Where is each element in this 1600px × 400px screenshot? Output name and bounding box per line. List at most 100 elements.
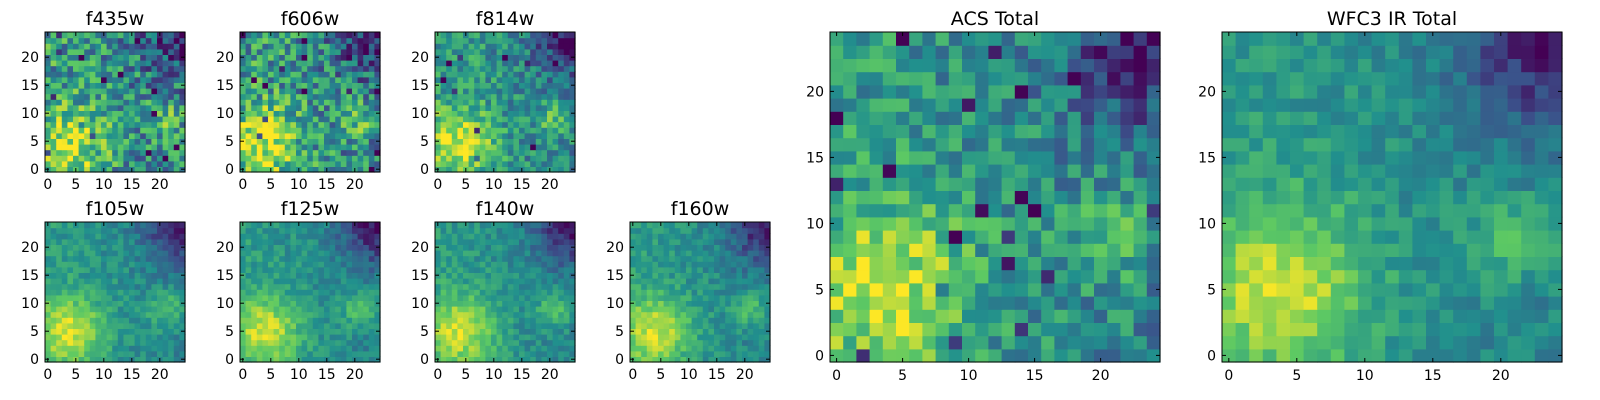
- heatmap-cell: [1120, 243, 1135, 257]
- heatmap-cell: [686, 300, 693, 307]
- heatmap-cell: [168, 82, 175, 89]
- heatmap-cell: [162, 88, 169, 95]
- heatmap-cell: [245, 345, 252, 352]
- heatmap-cell: [352, 93, 359, 100]
- heatmap-cell: [1133, 348, 1148, 363]
- heatmap-cell: [329, 289, 336, 296]
- heatmap-cell: [474, 244, 481, 251]
- heatmap-cell: [507, 311, 514, 318]
- heatmap-cell: [552, 76, 559, 83]
- heatmap-cell: [117, 222, 124, 229]
- heatmap-cell: [117, 82, 124, 89]
- heatmap-cell: [507, 233, 514, 240]
- heatmap-cell: [240, 127, 247, 134]
- heatmap-cell: [485, 244, 492, 251]
- heatmap-cell: [301, 76, 308, 83]
- heatmap-cell: [251, 328, 258, 335]
- heatmap-cell: [764, 278, 771, 285]
- heatmap-cell: [56, 138, 63, 145]
- heatmap-cell: [485, 350, 492, 357]
- heatmap-cell: [474, 233, 481, 240]
- heatmap-cell: [335, 322, 342, 329]
- heatmap-cell: [547, 328, 554, 335]
- heatmap-cell: [73, 60, 80, 67]
- heatmap-cell: [56, 99, 63, 106]
- heatmap-cell: [240, 350, 247, 357]
- heatmap-cell: [273, 255, 280, 262]
- heatmap-cell: [95, 272, 102, 279]
- heatmap-cell: [173, 334, 180, 341]
- heatmap-cell: [290, 110, 297, 117]
- heatmap-cell: [129, 104, 136, 111]
- heatmap-cell: [641, 227, 648, 234]
- heatmap-cell: [1133, 256, 1148, 271]
- heatmap-cell: [262, 261, 269, 268]
- heatmap-cell: [67, 350, 74, 357]
- heatmap-cell: [56, 88, 63, 95]
- heatmap-cell: [145, 88, 152, 95]
- heatmap-cell: [279, 255, 286, 262]
- heatmap-cell: [61, 144, 68, 151]
- heatmap-cell: [753, 255, 760, 262]
- heatmap-cell: [975, 177, 989, 191]
- heatmap-cell: [507, 48, 514, 55]
- heatmap-cell: [268, 311, 275, 318]
- heatmap-cell: [179, 132, 186, 139]
- heatmap-cell: [935, 282, 950, 297]
- heatmap-cell: [262, 82, 269, 89]
- heatmap-cell: [301, 222, 308, 229]
- heatmap-cell: [975, 322, 989, 337]
- heatmap-cell: [1001, 282, 1016, 297]
- heatmap-cell: [652, 222, 659, 229]
- heatmap-cell: [312, 144, 319, 151]
- heatmap-cell: [290, 54, 297, 61]
- heatmap-cell: [251, 222, 258, 229]
- heatmap-cell: [346, 54, 353, 61]
- heatmap-cell: [145, 116, 152, 123]
- heatmap-cell: [496, 60, 503, 67]
- heatmap-cell: [340, 317, 347, 324]
- heatmap-cell: [474, 76, 481, 83]
- heatmap-cell: [708, 289, 715, 296]
- heatmap-cell: [652, 250, 659, 257]
- heatmap-cell: [491, 76, 498, 83]
- heatmap-cell: [296, 88, 303, 95]
- heatmap-cell: [451, 250, 458, 257]
- heatmap-cell: [112, 116, 119, 123]
- heatmap-cell: [89, 334, 96, 341]
- heatmap-cell: [73, 149, 80, 156]
- heatmap-cell: [474, 93, 481, 100]
- heatmap-cell: [530, 138, 537, 145]
- heatmap-cell: [78, 60, 85, 67]
- heatmap-cell: [758, 300, 765, 307]
- heatmap-cell: [524, 339, 531, 346]
- heatmap-cell: [112, 350, 119, 357]
- heatmap-cell: [50, 306, 57, 313]
- heatmap-cell: [157, 127, 164, 134]
- heatmap-cell: [457, 322, 464, 329]
- heatmap-cell: [742, 339, 749, 346]
- heatmap-cell: [173, 65, 180, 72]
- heatmap-cell: [1120, 282, 1135, 297]
- heatmap-cell: [479, 37, 486, 44]
- heatmap-cell: [307, 32, 314, 39]
- heatmap-cell: [117, 88, 124, 95]
- heatmap-cell: [669, 272, 676, 279]
- heatmap-cell: [630, 345, 637, 352]
- heatmap-cell: [273, 166, 280, 173]
- heatmap-cell: [329, 350, 336, 357]
- heatmap-cell: [279, 54, 286, 61]
- heatmap-cell: [507, 32, 514, 39]
- heatmap-cell: [318, 104, 325, 111]
- heatmap-cell: [507, 356, 514, 363]
- heatmap-cell: [346, 43, 353, 50]
- heatmap-cell: [262, 127, 269, 134]
- heatmap-cell: [524, 76, 531, 83]
- y-tick-label: 10: [216, 296, 234, 312]
- heatmap-cell: [530, 144, 537, 151]
- heatmap-cell: [162, 328, 169, 335]
- heatmap-cell: [691, 244, 698, 251]
- heatmap-cell: [446, 261, 453, 268]
